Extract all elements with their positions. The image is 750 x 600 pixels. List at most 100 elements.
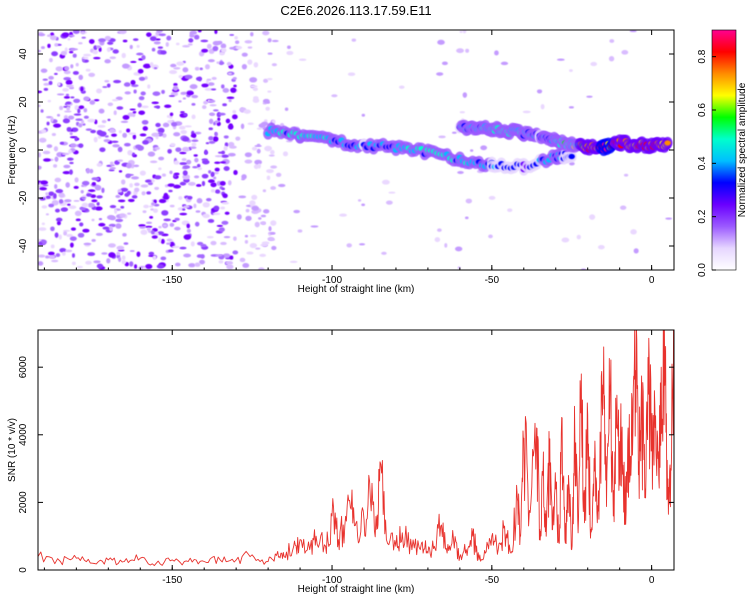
heatmap-noise-cell [167, 148, 172, 154]
heatmap-noise-cell [201, 180, 206, 187]
heatmap-noise-cell [68, 34, 75, 38]
heatmap-noise-cell [122, 114, 130, 120]
heatmap-noise-cell [161, 173, 167, 177]
heatmap-noise-cell [256, 127, 263, 130]
heatmap-noise-cell [46, 121, 50, 126]
heatmap-noise-cell [207, 82, 215, 86]
heatmap-noise-cell [157, 127, 165, 134]
heatmap-noise-cell [141, 54, 146, 60]
heatmap-noise-cell [142, 126, 148, 131]
heatmap-noise-cell [147, 182, 153, 186]
heatmap-noise-cell [153, 231, 159, 237]
spectrogram-y-tick-label: 20 [18, 96, 29, 108]
heatmap-noise-cell [147, 151, 156, 157]
heatmap-noise-cell [158, 225, 162, 229]
heatmap-noise-cell [138, 96, 145, 101]
heatmap-noise-cell [199, 259, 206, 265]
heatmap-noise-cell [241, 52, 248, 57]
heatmap-noise-cell [115, 223, 122, 229]
spectrogram-y-tick-label: -20 [18, 190, 29, 205]
heatmap-noise-cell [229, 255, 234, 260]
heatmap-noise-cell [214, 30, 218, 35]
heatmap-noise-cell [68, 149, 72, 154]
heatmap-noise-cell [130, 80, 136, 85]
heatmap-noise-cell [187, 195, 193, 200]
heatmap-noise-cell [67, 115, 75, 120]
snr-x-label: Height of straight line (km) [298, 584, 415, 595]
heatmap-noise-cell [118, 256, 122, 263]
heatmap-noise-cell [289, 260, 298, 263]
heatmap-noise-cell [149, 160, 158, 164]
heatmap-noise-cell [249, 242, 258, 249]
heatmap-noise-cell [174, 217, 180, 221]
heatmap-noise-cell [155, 122, 161, 128]
heatmap-noise-cell [436, 72, 444, 76]
heatmap-noise-cell [74, 105, 79, 111]
heatmap-noise-cell [101, 187, 105, 194]
heatmap-noise-cell [56, 221, 61, 226]
heatmap-noise-cell [168, 189, 173, 193]
heatmap-noise-cell [125, 173, 131, 179]
heatmap-noise-cell [232, 250, 239, 255]
heatmap-noise-cell [64, 66, 70, 71]
heatmap-noise-cell [38, 152, 42, 158]
heatmap-noise-cell [104, 35, 111, 41]
heatmap-noise-cell [143, 204, 150, 209]
heatmap-noise-cell [459, 111, 465, 114]
heatmap-noise-cell [69, 169, 73, 175]
heatmap-noise-cell [208, 118, 214, 125]
heatmap-noise-cell [104, 79, 110, 83]
heatmap-noise-cell [434, 237, 441, 243]
heatmap-noise-cell [253, 164, 259, 170]
heatmap-noise-cell [454, 246, 463, 252]
heatmap-noise-cell [40, 68, 48, 73]
heatmap-noise-cell [347, 72, 356, 76]
heatmap-noise-cell [216, 61, 220, 64]
heatmap-noise-cell [245, 208, 250, 213]
heatmap-noise-cell [262, 30, 270, 36]
heatmap-noise-cell [251, 205, 260, 211]
heatmap-noise-cell [65, 249, 73, 253]
heatmap-noise-cell [109, 167, 116, 170]
heatmap-noise-cell [93, 260, 101, 264]
heatmap-noise-cell [132, 38, 139, 41]
heatmap-noise-cell [88, 72, 96, 77]
heatmap-noise-cell [254, 145, 262, 148]
heatmap-noise-cell [247, 122, 254, 125]
heatmap-noise-cell [107, 118, 111, 122]
heatmap-noise-cell [190, 30, 197, 35]
heatmap-noise-cell [66, 106, 70, 111]
heatmap-noise-cell [494, 50, 499, 56]
snr-x-tick-label: 0 [649, 575, 655, 586]
heatmap-noise-cell [51, 132, 57, 137]
heatmap-noise-cell [115, 218, 124, 223]
heatmap-noise-cell [241, 178, 245, 181]
heatmap-noise-cell [162, 133, 167, 138]
heatmap-noise-cell [169, 112, 174, 117]
heatmap-noise-cell [218, 227, 225, 232]
heatmap-noise-cell [207, 179, 215, 184]
heatmap-noise-cell [216, 224, 224, 227]
heatmap-noise-cell [267, 38, 272, 43]
heatmap-noise-cell [183, 113, 188, 117]
heatmap-noise-cell [208, 127, 213, 131]
heatmap-noise-cell [287, 45, 291, 49]
heatmap-noise-cell [59, 141, 65, 145]
heatmap-noise-cell [182, 136, 190, 142]
heatmap-noise-cell [665, 217, 673, 220]
heatmap-noise-cell [236, 214, 242, 220]
heatmap-noise-cell [67, 157, 74, 161]
heatmap-noise-cell [128, 132, 137, 135]
heatmap-noise-cell [381, 251, 387, 255]
heatmap-noise-cell [232, 109, 237, 114]
heatmap-noise-cell [208, 136, 214, 141]
heatmap-noise-cell [437, 228, 442, 232]
heatmap-noise-cell [202, 159, 210, 165]
heatmap-noise-cell [68, 205, 77, 210]
heatmap-noise-cell [72, 53, 77, 58]
heatmap-noise-cell [202, 213, 210, 219]
heatmap-noise-cell [63, 95, 71, 99]
heatmap-noise-cell [55, 253, 61, 258]
heatmap-noise-cell [221, 201, 230, 205]
heatmap-noise-cell [62, 170, 71, 175]
